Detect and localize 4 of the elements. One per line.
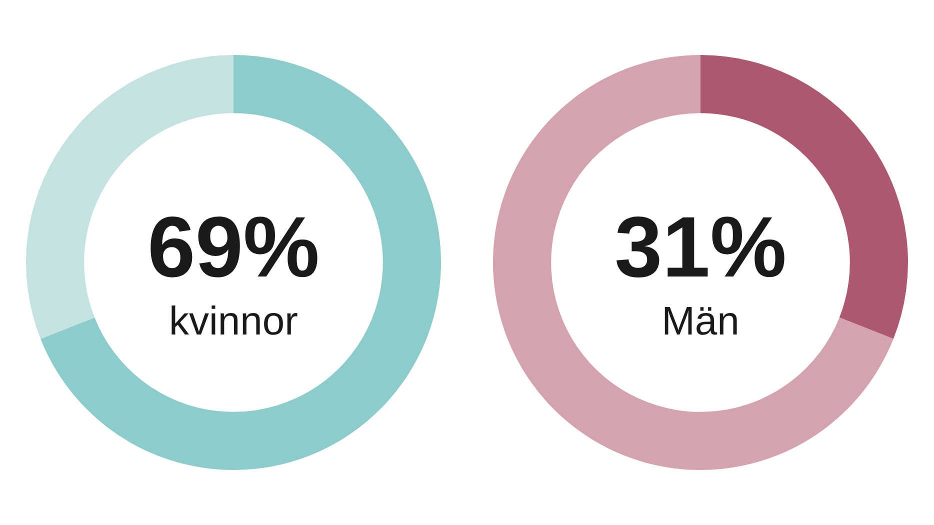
data-label: 69% — [147, 200, 320, 296]
data-label: 31% — [614, 200, 787, 296]
slice-label: kvinnor — [169, 300, 298, 344]
slice-label: Män — [662, 300, 740, 344]
